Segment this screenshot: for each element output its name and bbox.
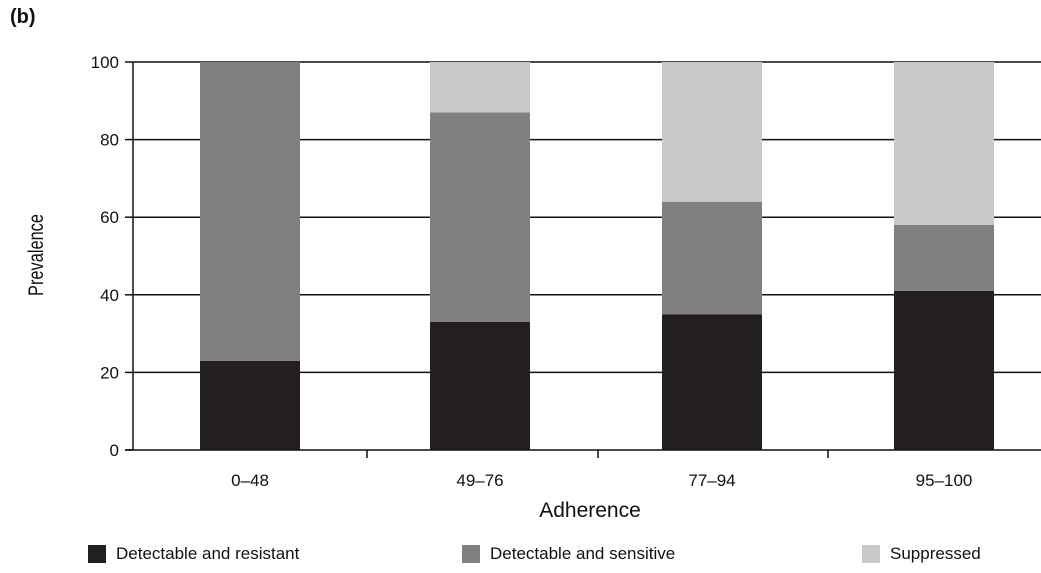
bar-suppressed-2: [430, 62, 530, 113]
y-tick-label-100: 100: [91, 53, 119, 72]
bar-sensitive-1: [200, 62, 300, 361]
x-tick-label-2: 49–76: [456, 471, 503, 490]
panel-label: (b): [10, 6, 36, 28]
y-tick-label-40: 40: [100, 286, 119, 305]
bar-resistant-1: [200, 360, 300, 450]
x-tick-label-4: 95–100: [916, 471, 973, 490]
legend-swatch-suppressed: [862, 545, 880, 563]
y-tick-label-80: 80: [100, 131, 119, 150]
stacked-bar-chart: 0 20 40 60 80 100 0–48 49–76 77–94 95–100 Adheren…: [24, 53, 1041, 522]
y-tick-label-0: 0: [110, 441, 119, 460]
bar-sensitive-3: [662, 201, 762, 315]
bar-suppressed-4: [894, 62, 994, 225]
bars: [200, 62, 994, 450]
legend-item-sensitive: Detectable and sensitive: [462, 544, 675, 564]
legend-swatch-sensitive: [462, 545, 480, 563]
legend-swatch-resistant: [88, 545, 106, 563]
y-tick-label-60: 60: [100, 208, 119, 227]
x-tick-label-1: 0–48: [231, 471, 269, 490]
legend-item-resistant: Detectable and resistant: [88, 544, 299, 564]
bar-suppressed-3: [662, 62, 762, 202]
legend-label-resistant: Detectable and resistant: [116, 544, 300, 563]
legend-item-suppressed: Suppressed: [862, 544, 981, 564]
x-axis-label: Adherence: [539, 499, 641, 522]
bar-resistant-3: [662, 314, 762, 450]
gridlines: [133, 61, 1041, 374]
y-axis-label: Prevalence: [24, 214, 47, 296]
bar-resistant-2: [430, 321, 530, 450]
y-tick-label-20: 20: [100, 363, 119, 382]
axes: [125, 61, 1041, 458]
tick-labels: 0 20 40 60 80 100 0–48 49–76 77–94 95–100: [91, 53, 973, 490]
legend-label-suppressed: Suppressed: [890, 544, 981, 563]
legend: Detectable and resistant Detectable and …: [88, 544, 1041, 570]
bar-sensitive-2: [430, 112, 530, 322]
legend-label-sensitive: Detectable and sensitive: [490, 544, 676, 563]
x-tick-label-3: 77–94: [688, 471, 735, 490]
bar-resistant-4: [894, 290, 994, 450]
bar-sensitive-4: [894, 224, 994, 291]
